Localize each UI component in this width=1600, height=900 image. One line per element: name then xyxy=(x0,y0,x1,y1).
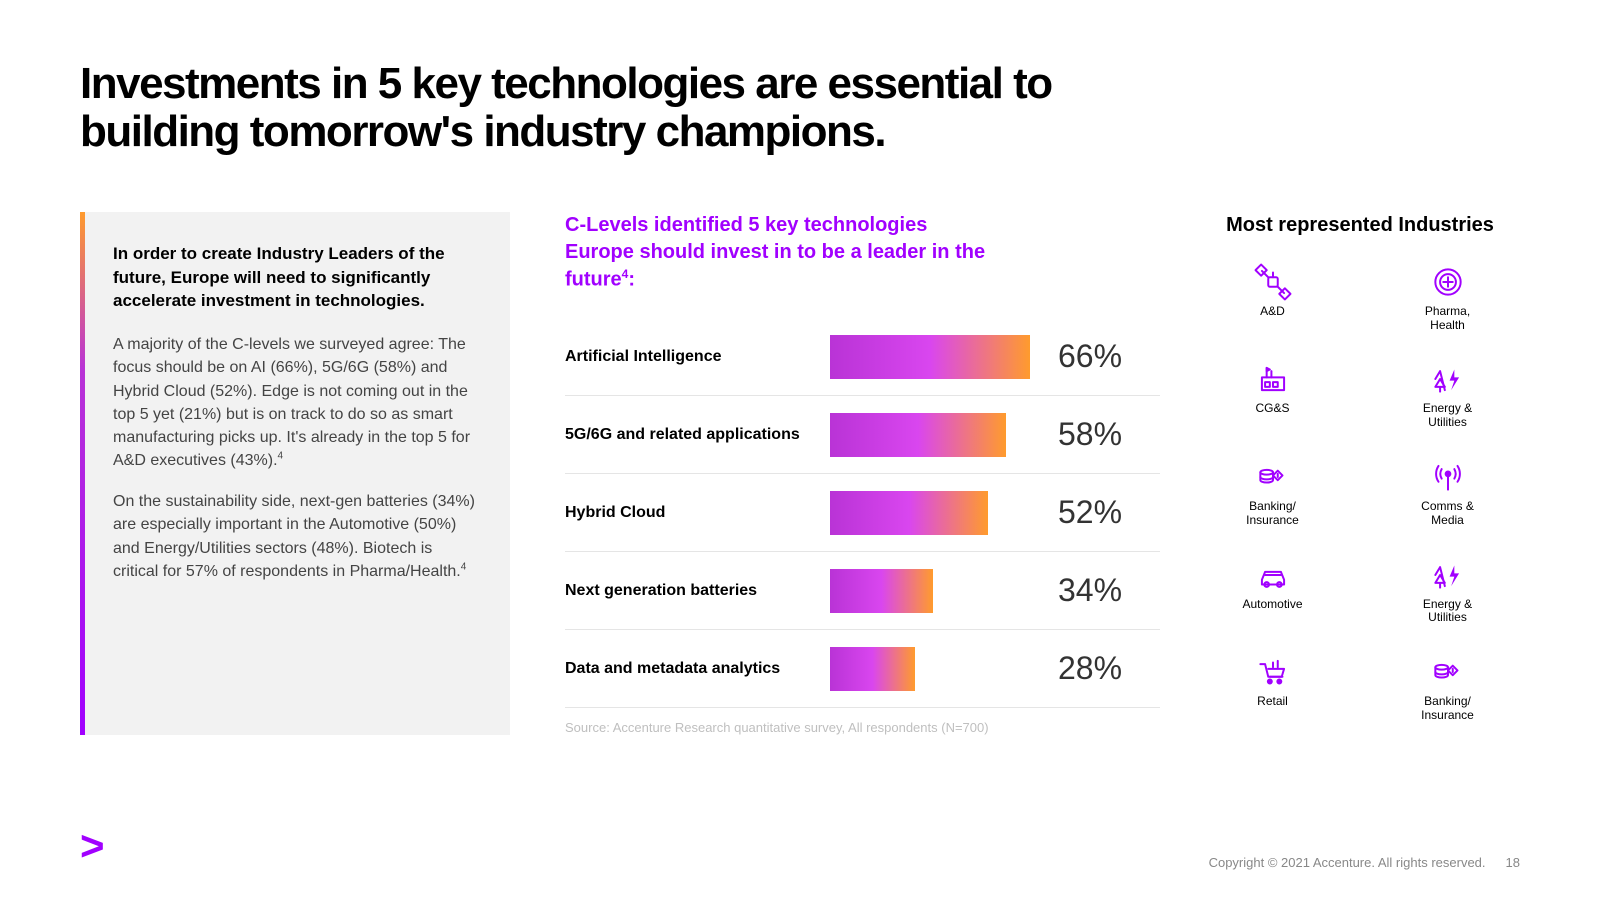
sidebar-p2-text: On the sustainability side, next-gen bat… xyxy=(113,493,475,580)
industry-item: Pharma,Health xyxy=(1375,263,1520,333)
industry-label: Comms &Media xyxy=(1375,500,1520,528)
sidebar-paragraph-2: On the sustainability side, next-gen bat… xyxy=(113,490,482,583)
copyright-text: Copyright © 2021 Accenture. All rights r… xyxy=(1209,855,1486,870)
chart-row-label: Artificial Intelligence xyxy=(565,348,830,366)
chart-row-value: 58% xyxy=(1058,416,1122,453)
industry-item: Retail xyxy=(1200,653,1345,723)
chart-row-value: 34% xyxy=(1058,572,1122,609)
factory-icon xyxy=(1200,360,1345,398)
health-icon xyxy=(1375,263,1520,301)
bar xyxy=(830,647,915,691)
industry-item: Energy &Utilities xyxy=(1375,556,1520,626)
industry-label: Energy &Utilities xyxy=(1375,402,1520,430)
chart-row: Next generation batteries 34% xyxy=(565,552,1160,630)
industries-title: Most represented Industries xyxy=(1200,212,1520,238)
broadcast-icon xyxy=(1375,458,1520,496)
satellite-icon xyxy=(1200,263,1345,301)
slide: Investments in 5 key technologies are es… xyxy=(0,0,1600,900)
footnote-ref: 4 xyxy=(278,451,284,462)
industry-item: Banking/Insurance xyxy=(1200,458,1345,528)
chart-row-label: 5G/6G and related applications xyxy=(565,426,830,444)
car-icon xyxy=(1200,556,1345,594)
bar xyxy=(830,413,1006,457)
chart-row: Artificial Intelligence 66% xyxy=(565,318,1160,396)
sidebar-lead: In order to create Industry Leaders of t… xyxy=(113,242,482,313)
chart-row-label: Data and metadata analytics xyxy=(565,660,830,678)
industry-label: A&D xyxy=(1200,305,1345,319)
footnote-ref: 4 xyxy=(461,562,467,573)
banking-icon xyxy=(1200,458,1345,496)
page-number: 18 xyxy=(1506,855,1520,870)
chart-title-suffix: : xyxy=(628,268,635,290)
industry-label: Automotive xyxy=(1200,598,1345,612)
bar xyxy=(830,335,1030,379)
chart-row-label: Next generation batteries xyxy=(565,582,830,600)
industry-label: Pharma,Health xyxy=(1375,305,1520,333)
chart-row: 5G/6G and related applications 58% xyxy=(565,396,1160,474)
bar-track xyxy=(830,647,1040,691)
industry-item: Energy &Utilities xyxy=(1375,360,1520,430)
chart-row-value: 52% xyxy=(1058,494,1122,531)
chart-source: Source: Accenture Research quantitative … xyxy=(565,720,1160,735)
industry-label: Banking/Insurance xyxy=(1200,500,1345,528)
chart-row-value: 66% xyxy=(1058,338,1122,375)
industry-item: Comms &Media xyxy=(1375,458,1520,528)
chart-row-value: 28% xyxy=(1058,650,1122,687)
industry-item: CG&S xyxy=(1200,360,1345,430)
page-title: Investments in 5 key technologies are es… xyxy=(80,60,1180,157)
energy-icon xyxy=(1375,556,1520,594)
industry-item: A&D xyxy=(1200,263,1345,333)
bar-track xyxy=(830,569,1040,613)
banking-icon xyxy=(1375,653,1520,691)
chart-row-label: Hybrid Cloud xyxy=(565,504,830,522)
chart-column: C-Levels identified 5 key technologies E… xyxy=(565,212,1160,736)
industry-label: Energy &Utilities xyxy=(1375,598,1520,626)
chart-row: Hybrid Cloud 52% xyxy=(565,474,1160,552)
industry-item: Banking/Insurance xyxy=(1375,653,1520,723)
chart-rows: Artificial Intelligence 66% 5G/6G and rela… xyxy=(565,318,1160,708)
cart-icon xyxy=(1200,653,1345,691)
footer: > Copyright © 2021 Accenture. All rights… xyxy=(80,822,1520,870)
accenture-logo-icon: > xyxy=(80,822,105,870)
industries-grid: A&D Pharma,Health CG&S Energy &Utilities Ban… xyxy=(1200,263,1520,723)
industry-item: Automotive xyxy=(1200,556,1345,626)
sidebar-p1-text: A majority of the C-levels we surveyed a… xyxy=(113,336,470,469)
bar-track xyxy=(830,335,1040,379)
industry-label: Banking/Insurance xyxy=(1375,695,1520,723)
footer-right: Copyright © 2021 Accenture. All rights r… xyxy=(1209,855,1520,870)
bar xyxy=(830,569,933,613)
sidebar: In order to create Industry Leaders of t… xyxy=(85,212,510,736)
chart-row: Data and metadata analytics 28% xyxy=(565,630,1160,708)
bar-track xyxy=(830,491,1040,535)
industry-label: Retail xyxy=(1200,695,1345,709)
industries-column: Most represented Industries A&D Pharma,He… xyxy=(1200,212,1520,736)
industry-label: CG&S xyxy=(1200,402,1345,416)
content-row: In order to create Industry Leaders of t… xyxy=(80,212,1520,736)
chart-title: C-Levels identified 5 key technologies E… xyxy=(565,212,995,294)
sidebar-paragraph-1: A majority of the C-levels we surveyed a… xyxy=(113,333,482,472)
bar-track xyxy=(830,413,1040,457)
sidebar-wrap: In order to create Industry Leaders of t… xyxy=(80,212,510,736)
bar xyxy=(830,491,988,535)
energy-icon xyxy=(1375,360,1520,398)
main-area: C-Levels identified 5 key technologies E… xyxy=(565,212,1520,736)
